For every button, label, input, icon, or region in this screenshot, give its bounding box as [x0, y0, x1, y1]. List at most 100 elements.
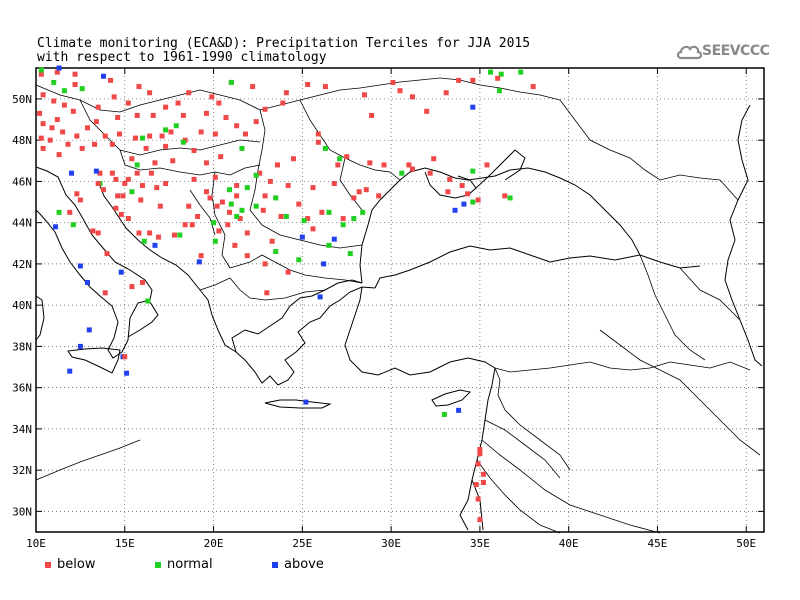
- station-marker-below: [115, 193, 121, 199]
- station-marker-below: [340, 216, 346, 222]
- station-marker-normal: [212, 238, 218, 244]
- station-marker-below: [390, 79, 396, 85]
- station-marker-below: [182, 222, 188, 228]
- station-marker-below: [143, 145, 149, 151]
- station-marker-normal: [470, 199, 476, 205]
- station-marker-below: [495, 75, 501, 81]
- station-marker-below: [477, 451, 483, 457]
- x-tick-label: 20E: [204, 537, 224, 550]
- station-marker-below: [274, 162, 280, 168]
- station-marker-below: [154, 185, 160, 191]
- station-marker-normal: [498, 71, 504, 77]
- station-marker-normal: [347, 251, 353, 257]
- station-marker-below: [475, 461, 481, 467]
- station-marker-below: [234, 183, 240, 189]
- station-marker-above: [69, 170, 75, 176]
- station-marker-normal: [227, 187, 233, 193]
- station-marker-above: [456, 407, 462, 413]
- station-marker-above: [53, 224, 59, 230]
- y-tick-label: 36N: [12, 382, 32, 395]
- station-marker-above: [124, 370, 130, 376]
- station-marker-below: [232, 242, 238, 248]
- station-marker-above: [299, 234, 305, 240]
- station-marker-normal: [141, 238, 147, 244]
- station-marker-below: [223, 114, 229, 120]
- station-marker-below: [456, 77, 462, 83]
- station-marker-normal: [244, 185, 250, 191]
- station-marker-normal: [140, 135, 146, 141]
- station-marker-below: [459, 183, 465, 189]
- station-marker-below: [147, 230, 153, 236]
- station-marker-below: [134, 170, 140, 176]
- station-marker-normal: [239, 207, 245, 213]
- station-marker-below: [40, 92, 46, 98]
- station-marker-normal: [399, 170, 405, 176]
- station-marker-below: [171, 232, 177, 238]
- station-marker-below: [129, 284, 135, 290]
- station-marker-below: [502, 193, 508, 199]
- station-marker-below: [77, 197, 83, 203]
- station-marker-below: [138, 197, 144, 203]
- legend-swatch-above: [272, 561, 278, 568]
- station-marker-normal: [180, 139, 186, 145]
- y-tick-label: 30N: [12, 505, 32, 518]
- station-marker-below: [191, 147, 197, 153]
- station-marker-normal: [173, 123, 179, 129]
- x-tick-label: 45E: [648, 537, 668, 550]
- station-marker-above: [56, 65, 62, 71]
- station-marker-below: [253, 119, 259, 125]
- station-marker-below: [150, 112, 156, 118]
- station-marker-below: [335, 162, 341, 168]
- station-marker-below: [267, 178, 273, 184]
- station-marker-normal: [70, 222, 76, 228]
- station-marker-normal: [326, 209, 332, 215]
- station-marker-below: [186, 90, 192, 96]
- station-marker-below: [118, 211, 124, 217]
- station-marker-below: [189, 222, 195, 228]
- station-marker-below: [180, 112, 186, 118]
- station-marker-below: [163, 104, 169, 110]
- station-marker-below: [37, 110, 43, 116]
- station-marker-normal: [228, 201, 234, 207]
- station-marker-below: [93, 119, 99, 125]
- station-marker-normal: [163, 127, 169, 133]
- y-tick-label: 32N: [12, 464, 32, 477]
- y-tick-label: 50N: [12, 93, 32, 106]
- x-tick-label: 50E: [736, 537, 756, 550]
- station-marker-below: [397, 88, 403, 94]
- station-marker-below: [168, 129, 174, 135]
- station-marker-above: [152, 242, 158, 248]
- station-marker-normal: [283, 213, 289, 219]
- station-marker-below: [140, 279, 146, 285]
- legend-label-below: below: [57, 557, 96, 572]
- station-marker-below: [296, 201, 302, 207]
- station-marker-below: [427, 170, 433, 176]
- axis-ticks: 10E 15E 20E 25E 30E 35E 40E 45E 50E 30N 32N 34N 36N 3…: [12, 68, 764, 550]
- x-tick-label: 35E: [470, 537, 490, 550]
- x-tick-label: 30E: [381, 537, 401, 550]
- station-marker-below: [122, 354, 128, 360]
- station-marker-below: [163, 143, 169, 149]
- station-marker-below: [157, 203, 163, 209]
- station-marker-below: [74, 191, 80, 197]
- station-marker-below: [40, 145, 46, 151]
- station-marker-below: [480, 480, 486, 486]
- title-line-2: with respect to 1961-1990 climatology: [37, 50, 327, 65]
- station-marker-below: [90, 228, 96, 234]
- station-marker-below: [132, 135, 138, 141]
- station-marker-below: [363, 187, 369, 193]
- station-marker-below: [285, 269, 291, 275]
- station-marker-below: [376, 193, 382, 199]
- station-marker-below: [262, 261, 268, 267]
- station-marker-below: [310, 185, 316, 191]
- station-marker-below: [49, 125, 55, 131]
- station-marker-below: [250, 84, 256, 90]
- station-marker-below: [305, 81, 311, 87]
- station-marker-below: [198, 129, 204, 135]
- station-marker-below: [269, 238, 275, 244]
- station-marker-below: [264, 290, 270, 296]
- map-title: Climate monitoring (ECA&D): Precipitatio…: [37, 37, 530, 65]
- station-marker-below: [473, 482, 479, 488]
- y-tick-label: 48N: [12, 134, 32, 147]
- station-marker-normal: [51, 79, 57, 85]
